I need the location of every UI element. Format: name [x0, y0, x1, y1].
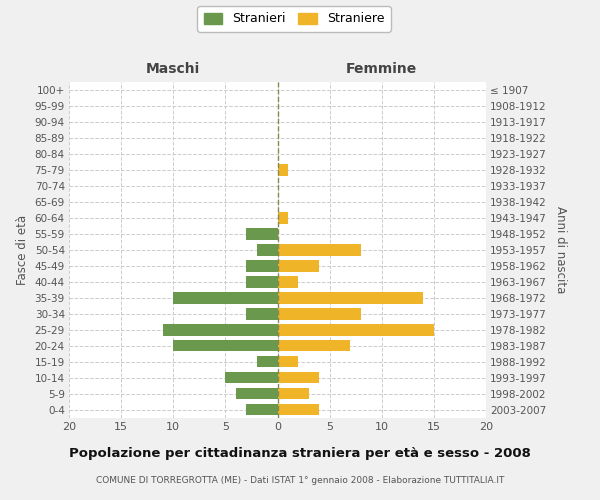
Text: Maschi: Maschi	[146, 62, 200, 76]
Bar	[163, 324, 277, 336]
Bar	[277, 292, 424, 304]
Bar	[257, 244, 277, 256]
Bar	[246, 308, 277, 320]
Bar	[246, 404, 277, 415]
Bar	[226, 372, 277, 384]
Bar	[246, 276, 277, 287]
Legend: Stranieri, Straniere: Stranieri, Straniere	[197, 6, 391, 32]
Bar	[246, 260, 277, 272]
Bar	[277, 308, 361, 320]
Bar	[277, 372, 319, 384]
Bar	[277, 276, 298, 287]
Text: COMUNE DI TORREGROTTA (ME) - Dati ISTAT 1° gennaio 2008 - Elaborazione TUTTITALI: COMUNE DI TORREGROTTA (ME) - Dati ISTAT …	[96, 476, 504, 485]
Bar	[277, 164, 288, 176]
Bar	[277, 340, 350, 351]
Bar	[277, 244, 361, 256]
Bar	[277, 212, 288, 224]
Bar	[257, 356, 277, 368]
Y-axis label: Fasce di età: Fasce di età	[16, 215, 29, 285]
Bar	[277, 356, 298, 368]
Bar	[236, 388, 277, 400]
Y-axis label: Anni di nascita: Anni di nascita	[554, 206, 567, 294]
Text: Femmine: Femmine	[346, 62, 418, 76]
Bar	[173, 292, 277, 304]
Bar	[173, 340, 277, 351]
Bar	[277, 404, 319, 415]
Text: Popolazione per cittadinanza straniera per età e sesso - 2008: Popolazione per cittadinanza straniera p…	[69, 448, 531, 460]
Bar	[277, 388, 309, 400]
Bar	[277, 260, 319, 272]
Bar	[277, 324, 434, 336]
Bar	[246, 228, 277, 240]
